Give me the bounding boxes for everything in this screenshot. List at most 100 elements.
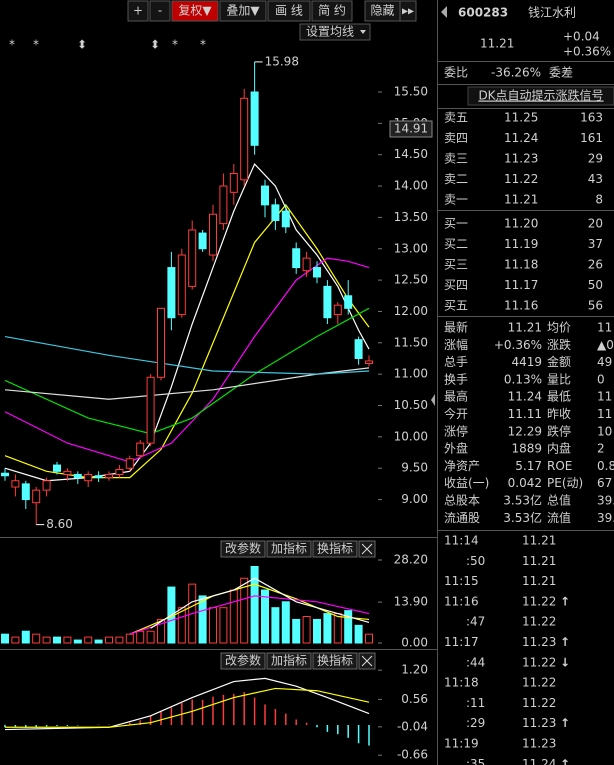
ma-line: [4, 335, 370, 375]
stat-value: 0: [597, 372, 605, 386]
trade-time: :11: [466, 696, 485, 710]
trade-price: 11.22: [522, 676, 556, 690]
stat-label: 量比: [547, 372, 571, 386]
ma-settings-button[interactable]: [299, 23, 371, 41]
price-tick-label: 13.00: [394, 241, 428, 255]
stat-label: 外盘: [444, 441, 468, 456]
event-marker: *: [172, 38, 178, 52]
volume-bar: [125, 633, 134, 644]
toolbar-button[interactable]: [267, 0, 311, 22]
candle-body: [53, 464, 61, 472]
stat-label: 最新: [444, 320, 468, 335]
trade-price: 11.21: [522, 574, 556, 588]
ma-line: [4, 257, 370, 463]
ma-line: [4, 367, 370, 400]
volume-ma-line: [150, 577, 370, 629]
candle-body: [105, 473, 113, 479]
volume-bar: [84, 636, 93, 644]
book-price: 11.18: [504, 258, 538, 272]
toolbar-button[interactable]: [311, 0, 353, 22]
trade-arrow: ↑: [560, 716, 570, 730]
toolbar-button[interactable]: [219, 0, 267, 22]
close-icon: [361, 543, 373, 555]
book-label: 卖五: [444, 111, 468, 125]
stock-name: 钱江水利: [528, 5, 576, 20]
toolbar-button[interactable]: [149, 0, 171, 22]
stat-label: 涨跌: [547, 337, 571, 352]
indicator-button-label: 改参数: [225, 541, 261, 556]
volume-tick-label: 0.00: [401, 636, 428, 650]
candle-body: [313, 267, 321, 278]
book-price: 11.25: [504, 111, 538, 125]
trade-price: 11.23: [522, 716, 556, 730]
candle-body: [125, 458, 134, 469]
trade-time: 11:16: [444, 594, 479, 608]
indicator-button[interactable]: [220, 652, 266, 670]
stat-value: 11: [597, 321, 612, 335]
stat-value: +0.36%: [494, 338, 542, 352]
trade-price: 11.24: [522, 757, 556, 765]
volume-bar: [333, 613, 342, 644]
toolbar-button-label: 叠加▼: [226, 4, 260, 18]
candle-body: [281, 210, 290, 228]
candle-body: [32, 489, 41, 504]
book-label: 买三: [444, 258, 468, 272]
indicator-button[interactable]: [312, 652, 358, 670]
trade-arrow: ↑: [560, 594, 570, 608]
book-volume: 56: [588, 299, 603, 313]
volume-bar: [250, 565, 259, 644]
volume-bar: [344, 610, 353, 644]
candle-body: [302, 257, 311, 272]
candle-body: [323, 285, 332, 319]
collapse-icon[interactable]: [431, 394, 435, 406]
indicator-button[interactable]: [266, 540, 312, 558]
price-change-pct: +0.36%: [563, 45, 611, 59]
macd-tick-label: -0.04: [397, 719, 428, 733]
event-marker: ⬍: [150, 38, 160, 52]
toolbar-button-label: 隐藏: [370, 4, 394, 18]
toolbar-button-label: -: [158, 4, 162, 18]
macd-line: [4, 677, 370, 731]
stat-label: 换手: [444, 372, 468, 386]
back-icon[interactable]: [441, 6, 447, 18]
indicator-button[interactable]: [266, 652, 312, 670]
trade-time: 11:19: [444, 737, 479, 751]
trade-price: 11.23: [522, 737, 556, 751]
volume-ma-line: [129, 583, 370, 635]
stat-label: 昨收: [547, 407, 571, 421]
trade-price: 11.21: [522, 534, 556, 548]
price-tick-label: 11.50: [394, 335, 428, 349]
macd-tick-label: 0.56: [401, 692, 428, 706]
indicator-button[interactable]: [312, 540, 358, 558]
event-marker: ⬍: [77, 38, 87, 52]
candle-body: [63, 470, 72, 475]
signal-link[interactable]: DK点自动提示涨跌信号: [478, 88, 603, 103]
book-label: 卖三: [444, 152, 468, 166]
book-price: 11.22: [504, 172, 538, 186]
toolbar-button-label: ▸▸: [402, 4, 414, 18]
stat-value: 39.: [597, 511, 614, 525]
toolbar-button[interactable]: [171, 0, 219, 22]
volume-bar: [354, 624, 363, 644]
toolbar-button[interactable]: [127, 0, 149, 22]
indicator-button[interactable]: [220, 540, 266, 558]
price-tick-label: 15.50: [394, 85, 428, 99]
book-volume: 37: [588, 237, 603, 251]
stat-label: 均价: [547, 321, 571, 335]
book-price: 11.24: [504, 131, 538, 145]
price-tick-label: 10.50: [394, 398, 428, 412]
price-tick-label: 14.00: [394, 179, 428, 193]
high-label: 15.98: [265, 54, 299, 68]
signal-button[interactable]: [467, 86, 614, 106]
candle-body: [271, 204, 280, 222]
volume-bar: [11, 636, 20, 644]
event-marker: *: [33, 38, 39, 52]
candle-body: [229, 173, 238, 193]
candle-body: [219, 185, 228, 225]
stat-value: 11.24: [508, 390, 542, 404]
candle-body: [42, 480, 51, 491]
volume-tick-label: 13.90: [394, 595, 428, 609]
price-tick-label: 12.50: [394, 273, 428, 287]
volume-bar: [73, 639, 82, 644]
toolbar-button[interactable]: [399, 0, 417, 22]
